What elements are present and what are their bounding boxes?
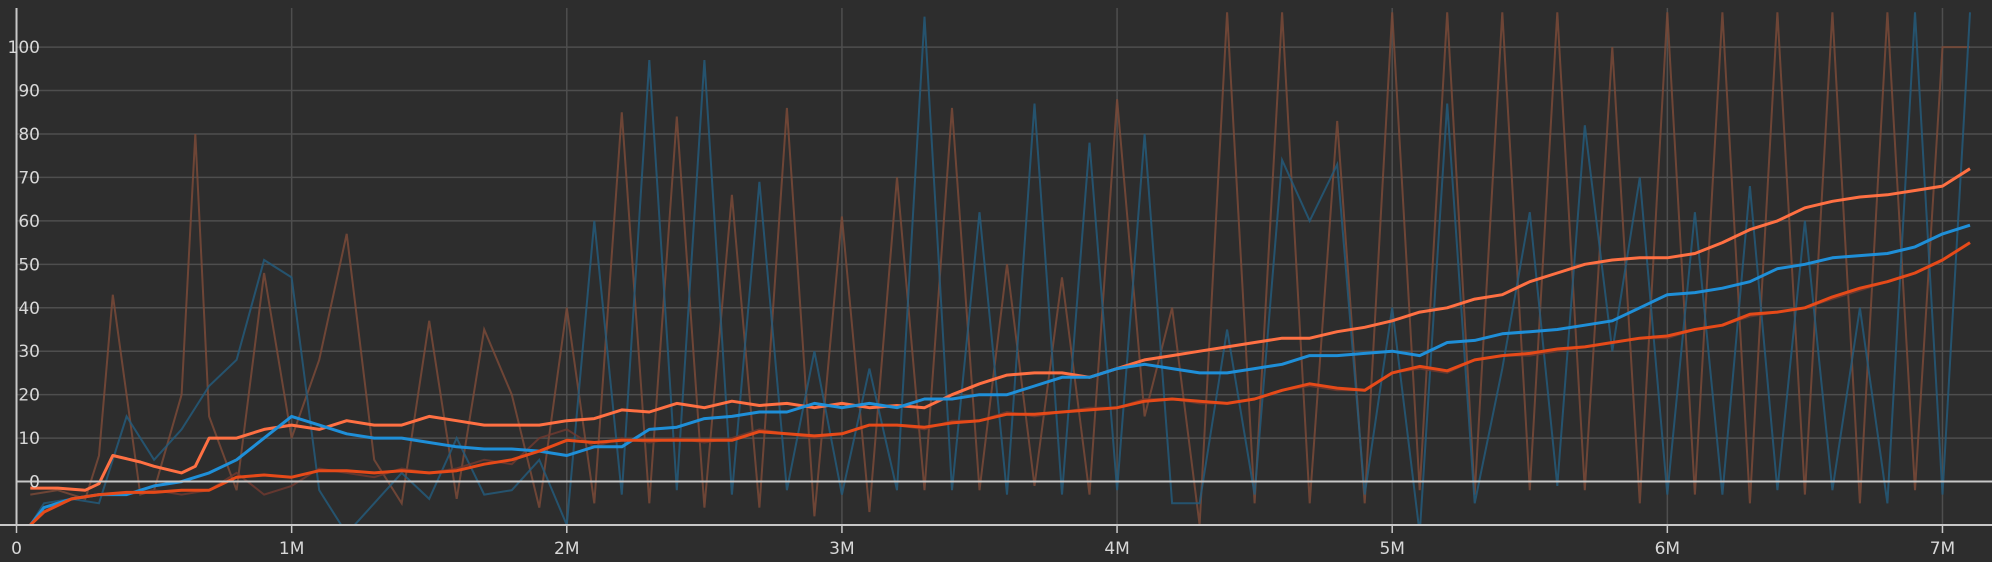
y-tick-label: 10 xyxy=(18,429,40,449)
y-tick-label: 30 xyxy=(18,342,40,362)
y-tick-label: 20 xyxy=(18,386,40,406)
series-0-smoothed-line xyxy=(30,167,1971,492)
x-tick-label: 7M xyxy=(1930,539,1955,559)
x-tick-label: 2M xyxy=(554,539,579,559)
y-tick-label: 50 xyxy=(18,255,40,275)
y-axis-tick-labels: 0 10 20 30 40 50 60 70 80 90 100 xyxy=(8,38,40,492)
series-2-smoothed-line xyxy=(29,241,1971,525)
x-tick-label: 4M xyxy=(1104,539,1129,559)
x-tick-label: 1M xyxy=(279,539,304,559)
x-axis-tick-labels: 0 1M 2M 3M 4M 5M 6M 7M xyxy=(11,539,1955,559)
y-tick-label: 80 xyxy=(18,125,40,145)
x-tick-label: 0 xyxy=(11,539,22,559)
x-tick-label: 6M xyxy=(1655,539,1680,559)
y-tick-label: 90 xyxy=(18,82,40,102)
x-tick-label: 3M xyxy=(829,539,854,559)
y-tick-label: 100 xyxy=(8,38,40,58)
smoothed-series-lines xyxy=(29,167,1971,525)
y-tick-label: 40 xyxy=(18,299,40,319)
y-tick-label: 60 xyxy=(18,212,40,232)
x-tick-label: 5M xyxy=(1379,539,1404,559)
y-tick-label: 70 xyxy=(18,168,40,188)
series-1-smoothed-line xyxy=(29,223,1971,525)
series-1-raw-line xyxy=(29,12,1971,525)
y-tick-label: 0 xyxy=(29,473,40,493)
axes xyxy=(0,8,1992,533)
